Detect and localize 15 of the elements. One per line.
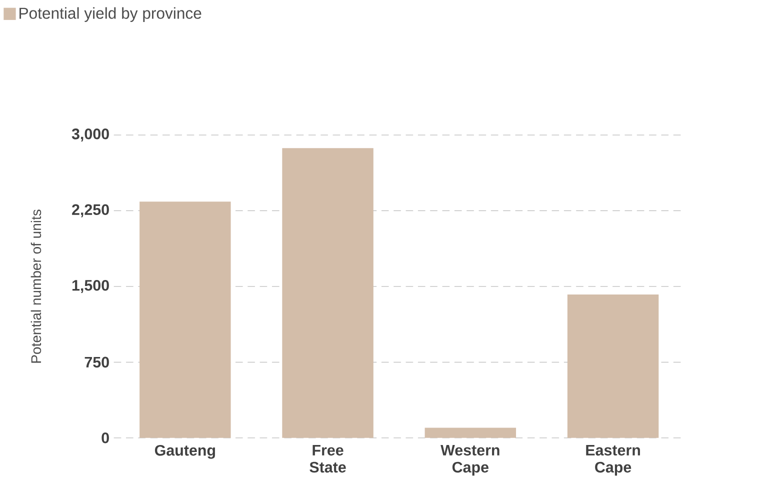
x-tick-label: Gauteng: [154, 445, 215, 459]
y-tick-label: 1,500: [72, 280, 109, 294]
y-tick-label: 750: [84, 356, 109, 368]
x-tick-label: Free State: [310, 445, 346, 473]
y-tick-label: 3,000: [72, 128, 109, 142]
x-tick-label: Western Cape: [440, 445, 500, 476]
bar: [282, 148, 374, 438]
bar: [424, 428, 516, 438]
x-tick-label: Eastern Cape: [586, 445, 640, 476]
legend-label: Potential yield by province: [20, 7, 202, 22]
y-tick-label: 2,250: [72, 204, 109, 218]
y-axis-title: Potential number of units: [30, 210, 42, 363]
y-tick-label: 0: [102, 432, 109, 444]
bar: [140, 202, 231, 438]
bar: [567, 294, 659, 438]
